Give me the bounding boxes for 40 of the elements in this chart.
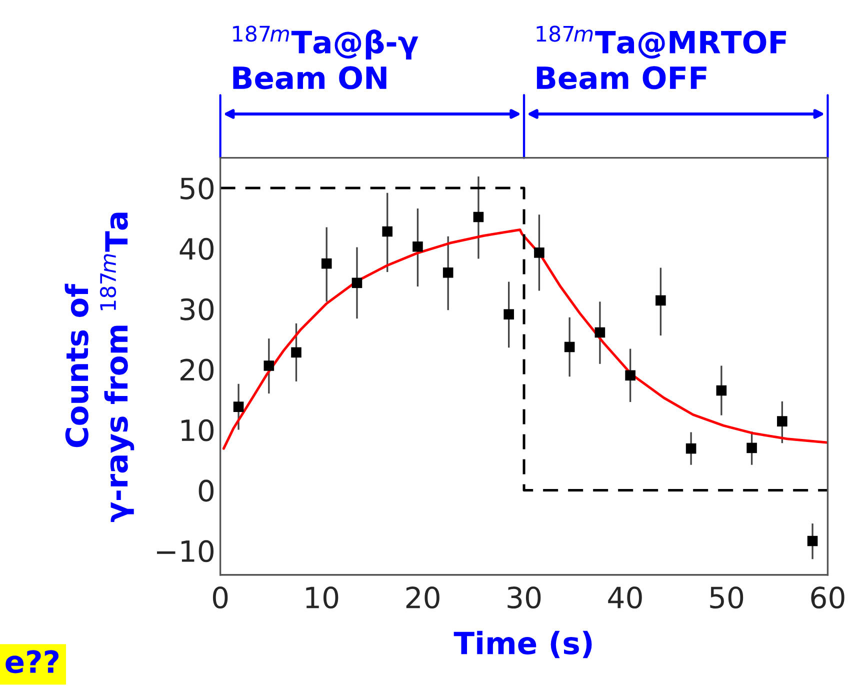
line-series [222,228,828,450]
x-axis-title: Time (s) [454,630,592,658]
point [321,258,332,269]
y-tick-label: −10 [156,540,214,562]
point [746,442,757,454]
point [504,309,514,320]
y-axis-title: Counts of γ-rays from $^{187m}$Ta [64,212,134,522]
x-tick-label: 0 [212,586,228,609]
y-tick-label: 0 [198,480,214,502]
x-tick-label: 40 [608,586,642,609]
x-tick-label: 60 [811,586,844,609]
point [233,402,244,412]
point [564,342,575,352]
point [716,385,727,396]
point [264,360,274,371]
point [291,347,302,358]
y-tick-label: 10 [182,419,214,442]
point [442,267,454,278]
y-tick-label: 30 [180,298,214,320]
y-tick-label: 50 [180,177,214,200]
x-tick-label: 10 [306,586,338,609]
point [625,370,636,381]
x-tick-label: 30 [508,586,541,609]
text: $^{187m}$Ta@β-γ Beam ON [233,26,418,90]
text: e?? [6,650,59,674]
text: $^{187m}$Ta@MRTOF Beam OFF [536,26,786,90]
point [382,226,393,237]
point [686,443,696,454]
point [807,536,818,546]
point [656,295,666,306]
point [594,327,606,338]
point [412,241,423,252]
x-tick-label: 50 [710,586,744,609]
y-tick-label: 40 [180,238,214,260]
point [352,278,362,288]
point [777,416,788,426]
x-tick-label: 20 [406,586,440,609]
point [473,212,484,222]
y-tick-label: 20 [180,358,214,381]
point [534,248,544,258]
